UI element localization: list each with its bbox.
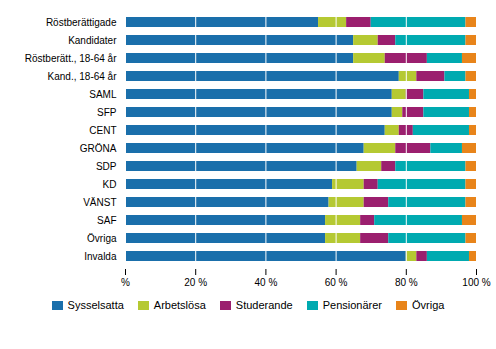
svg-text:100 %: 100 % xyxy=(462,277,490,288)
svg-text:40 %: 40 % xyxy=(255,277,278,288)
html-text:Studerande: Studerande xyxy=(235,299,293,311)
svg-text:20 %: 20 % xyxy=(184,277,207,288)
svg-text:Röstberätt., 18-64 år: Röstberätt., 18-64 år xyxy=(25,53,117,64)
svg-text:SAF: SAF xyxy=(97,215,116,226)
svg-text:GRÖNA: GRÖNA xyxy=(80,143,117,154)
svg-text:CENT: CENT xyxy=(89,125,116,136)
html-text:Övriga: Övriga xyxy=(412,299,445,311)
svg-text:80 %: 80 % xyxy=(395,277,418,288)
html-text:Sysselsatta: Sysselsatta xyxy=(67,299,124,311)
html-text:Pensionärer: Pensionärer xyxy=(322,299,382,311)
svg-text:KD: KD xyxy=(103,179,117,190)
svg-text:%: % xyxy=(121,277,130,288)
svg-text:SDP: SDP xyxy=(96,161,117,172)
svg-text:SAML: SAML xyxy=(89,89,117,100)
svg-text:SFP: SFP xyxy=(97,107,117,118)
svg-text:Kandidater: Kandidater xyxy=(68,35,117,46)
svg-text:VÄNST: VÄNST xyxy=(83,197,116,208)
svg-text:60 %: 60 % xyxy=(325,277,348,288)
svg-text:Invalda: Invalda xyxy=(84,251,117,262)
html-text:Arbetslösa: Arbetslösa xyxy=(153,299,206,311)
svg-text:Kand., 18-64 år: Kand., 18-64 år xyxy=(48,71,118,82)
svg-text:Röstberättigade: Röstberättigade xyxy=(46,17,117,28)
svg-text:Övriga: Övriga xyxy=(87,233,117,244)
